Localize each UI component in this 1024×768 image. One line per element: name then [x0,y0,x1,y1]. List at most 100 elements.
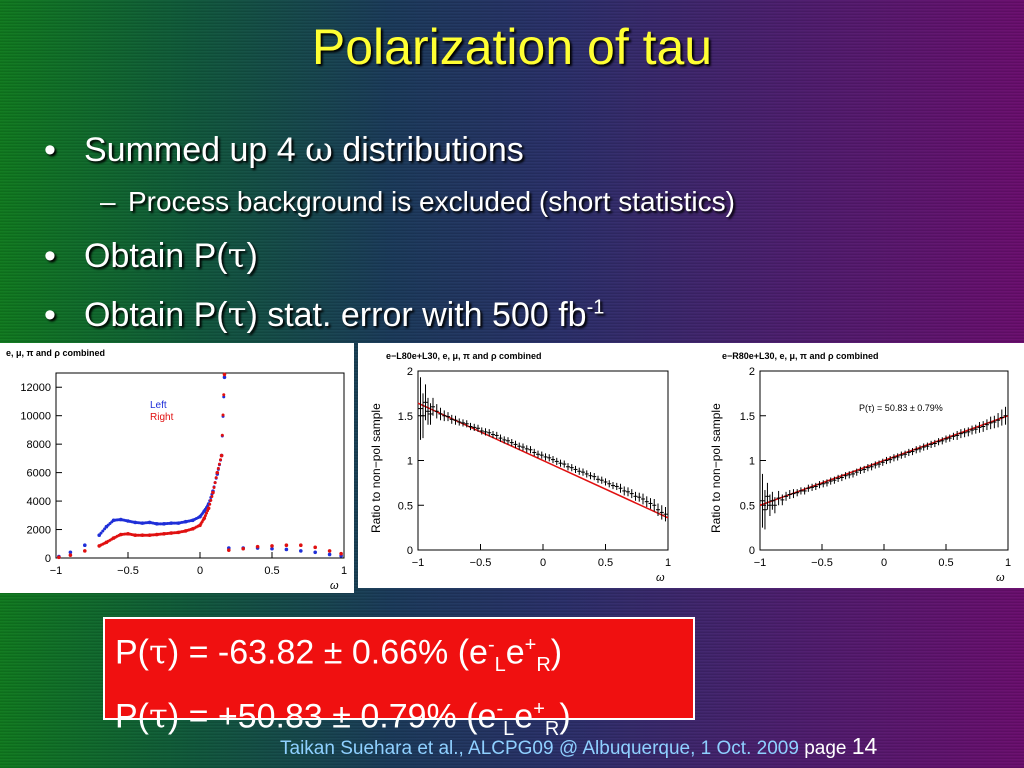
ratio-right-pol-chart: e−R80e+L30, e, μ, π and ρ combined Ratio… [709,351,1011,584]
data-point-left [222,375,227,380]
data-point-right [216,466,220,470]
y-tick-label: 12000 [20,382,51,394]
tau-symbol: τ [227,295,247,335]
legend-right: Right [150,412,174,423]
x-tick-label: 0.5 [264,565,279,577]
data-point-left [270,546,274,551]
bullet-summed: • Summed up 4 ω distributions [44,130,524,170]
bullet-text: ) stat. error with 500 fb [246,296,587,334]
y-tick-label: 2 [749,366,755,378]
superscript: - [496,698,504,721]
footer: Taikan Suehara et al., ALCPG09 @ Albuque… [280,733,877,760]
omega-distribution-chart: e, μ, π and ρ combined −1 −0.5 0 0.5 1 0 2000 4… [6,348,347,592]
data-point-left [313,550,318,555]
data-point-right [227,548,231,552]
data-point-right [221,413,225,417]
data-point-right [213,481,217,485]
y-tick-label: 1.5 [398,411,413,423]
superscript: + [524,634,537,656]
data-point-right [203,514,207,518]
data-point-right [202,516,207,520]
chart-panel-left: e, μ, π and ρ combined −1 −0.5 0 0.5 1 0 2000 4… [0,343,354,593]
x-tick-label: 0.5 [938,557,953,569]
y-tick-label: 1.5 [740,411,755,423]
data-point-right [217,462,221,466]
chart-title: e, μ, π and ρ combined [6,348,105,358]
data-point-right [313,545,318,550]
y-axis-label: Ratio to non−pol sample [369,403,383,533]
slide-title: Polarization of tau [311,19,713,75]
result-line-left: P(τ) = -63.82 ± 0.66% (e-Le+R) [115,623,683,687]
bullet-text: Obtain P( [84,237,228,275]
result-text: ) [559,697,571,736]
chart-title: e−R80e+L30, e, μ, π and ρ combined [722,351,879,361]
y-tick-label: 2 [407,366,413,378]
x-tick-label: 0 [540,557,546,569]
data-point-left [97,533,101,538]
data-point-right [270,544,274,548]
ratio-left-pol-chart: e−L80e+L30, e, μ, π and ρ combined Ratio… [369,351,671,584]
x-tick-label: −1 [754,557,767,569]
plot-frame [55,372,345,559]
result-text: P( [115,633,149,672]
x-tick-label: −0.5 [811,557,833,569]
tau-symbol: τ [149,632,168,673]
y-axis-label: Ratio to non−pol sample [709,403,723,533]
data-point-right [284,543,289,547]
data-point-left [299,549,303,553]
x-axis-label: ω [330,580,339,592]
subscript: R [536,654,551,677]
bullet-text: Obtain P( [84,296,228,334]
data-point-right [219,453,224,458]
bullet-marker: • [44,237,56,275]
data-point-left [327,552,332,557]
data-point-right [220,433,224,437]
bullet-marker: – [100,186,116,217]
data-point-left [68,550,73,555]
data-point-right [211,490,215,495]
footer-credit: Taikan Suehara et al., ALCPG09 @ Albuque… [280,738,805,759]
y-tick-label: 0 [749,545,755,557]
bullet-obtain: • Obtain P(τ) [44,236,258,276]
x-tick-label: −1 [50,565,63,577]
data-point-right [222,393,226,397]
y-tick-label: 4000 [27,496,51,508]
bullet-text: distributions [332,131,524,169]
result-text: e [514,697,534,736]
data-point-right [210,494,214,498]
data-point-right [208,502,212,506]
x-tick-label: −1 [412,557,425,569]
y-tick-label: 0 [407,545,413,557]
y-tick-label: 1 [749,456,755,468]
y-tick-label: 8000 [27,439,51,451]
data-point-right [214,476,218,480]
result-text: ) = +50.83 ± 0.79% (e [167,697,497,736]
x-axis-label: ω [996,572,1005,584]
data-point-right [209,498,213,502]
bullet-marker: • [44,131,56,169]
chart-title: e−L80e+L30, e, μ, π and ρ combined [386,351,542,361]
data-point-right [215,470,220,475]
y-tick-label: 2000 [27,525,51,537]
data-point-right [255,544,260,549]
y-tick-label: 1 [407,456,413,468]
x-tick-label: 1 [665,557,671,569]
y-tick-label: 6000 [27,468,51,480]
y-tick-label: 0.5 [740,500,755,512]
data-point-right [241,546,245,551]
data-point-right [299,543,303,547]
data-point-right [219,458,223,462]
bullet-text: Summed up 4 [84,131,306,169]
result-line-right: P(τ) = +50.83 ± 0.79% (e-Le+R) [115,687,683,751]
x-tick-label: 1 [1005,557,1011,569]
data-point-right [222,372,227,377]
superscript: -1 [586,296,605,319]
bullet-stat-error: • Obtain P(τ) stat. error with 500 fb-1 [44,295,604,335]
data-point-left [222,395,226,399]
x-tick-label: 1 [341,565,347,577]
y-tick-label: 0 [45,553,51,565]
x-tick-label: 0.5 [598,557,613,569]
data-point-right [206,506,211,510]
x-axis-label: ω [656,572,665,584]
subscript: R [544,718,560,741]
